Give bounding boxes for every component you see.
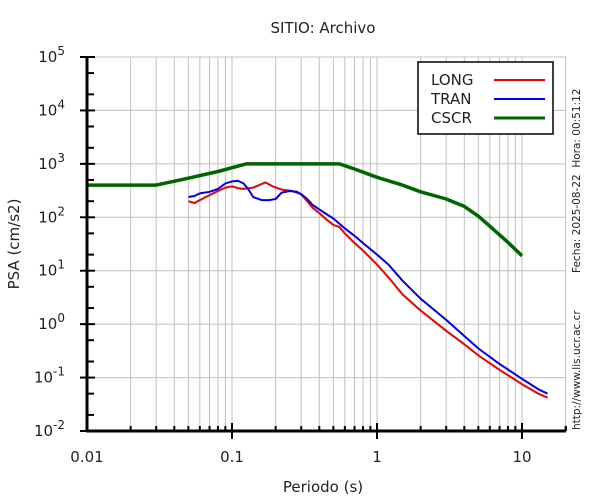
- x-tick-label: 1: [372, 448, 382, 466]
- y-tick-base: 10: [38, 155, 57, 173]
- y-tick-base: 10: [38, 208, 57, 226]
- x-tick-label: 0.1: [220, 448, 244, 466]
- y-tick-base: 10: [38, 315, 57, 333]
- y-tick-label: 10-2: [34, 418, 65, 440]
- y-tick-base: 10: [34, 369, 53, 387]
- chart-title: SITIO: Archivo: [271, 19, 376, 37]
- y-tick-label: 103: [38, 151, 65, 173]
- y-tick-exponent: 3: [57, 151, 65, 165]
- series-line-long: [188, 181, 548, 399]
- y-tick-label: 104: [38, 97, 65, 119]
- series-line-tran: [188, 179, 548, 395]
- x-tick-label: 10: [512, 448, 531, 466]
- series-group: [87, 162, 548, 399]
- legend-label: TRAN: [430, 90, 471, 108]
- y-axis-label: PSA (cm/s2): [5, 199, 23, 290]
- y-tick-label: 100: [38, 311, 65, 333]
- x-axis-label: Periodo (s): [283, 478, 363, 496]
- website-url: http://www.lis.ucr.ac.cr: [571, 310, 583, 430]
- x-tick-label: 0.01: [70, 448, 103, 466]
- y-tick-exponent: 2: [57, 204, 65, 218]
- y-tick-label: 10-1: [34, 365, 65, 387]
- y-tick-base: 10: [38, 101, 57, 119]
- y-tick-base: 10: [38, 262, 57, 280]
- y-tick-exponent: -2: [53, 418, 65, 432]
- y-tick-exponent: -1: [53, 365, 65, 379]
- series-line-cscr: [87, 162, 524, 258]
- y-tick-label: 101: [38, 258, 65, 280]
- y-tick-exponent: 1: [57, 258, 65, 272]
- y-tick-base: 10: [38, 48, 57, 66]
- y-tick-label: 102: [38, 204, 65, 226]
- y-tick-exponent: 0: [57, 311, 65, 325]
- y-tick-exponent: 4: [57, 97, 65, 111]
- y-tick-base: 10: [34, 422, 53, 440]
- y-tick-label: 105: [38, 44, 65, 66]
- legend-label: CSCR: [431, 109, 472, 127]
- y-tick-exponent: 5: [57, 44, 65, 58]
- legend-label: LONG: [431, 71, 473, 89]
- date-time-stamp: Fecha: 2025-08-22 Hora: 00:51:12: [571, 89, 583, 273]
